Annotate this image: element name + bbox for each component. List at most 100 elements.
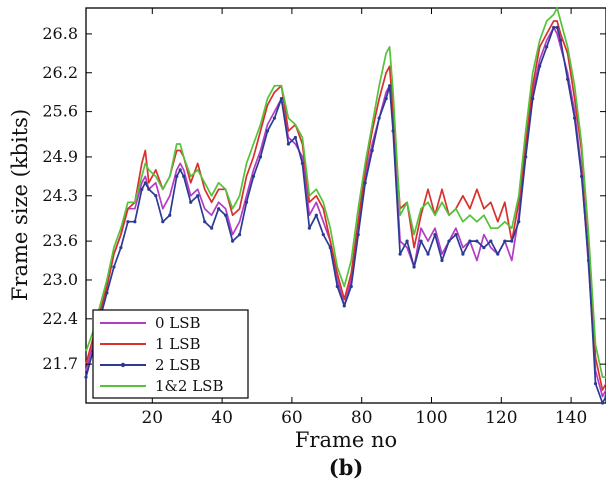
series-point-2-lsb — [217, 207, 221, 211]
series-point-2-lsb — [244, 200, 249, 204]
series-point-2-lsb — [510, 239, 514, 243]
series-point-2-lsb — [559, 38, 563, 42]
series-point-2-lsb — [461, 252, 465, 256]
series-point-2-lsb — [398, 252, 402, 256]
series-point-2-lsb — [426, 252, 430, 256]
series-point-2-lsb — [349, 284, 353, 289]
series-point-2-lsb — [440, 258, 444, 263]
series-point-2-lsb — [112, 265, 116, 269]
series-point-2-lsb — [503, 239, 507, 243]
series-point-2-lsb — [147, 187, 151, 191]
series-point-2-lsb — [363, 181, 367, 185]
series-point-2-lsb — [230, 239, 235, 243]
series-point-2-lsb — [538, 64, 542, 68]
series-point-2-lsb — [168, 213, 172, 217]
series-point-2-lsb — [258, 155, 263, 159]
series-point-2-lsb — [286, 142, 291, 146]
x-tick-label: 120 — [485, 408, 517, 428]
series-point-2-lsb — [566, 77, 570, 81]
series-point-2-lsb — [593, 381, 598, 386]
series-point-2-lsb — [412, 265, 416, 269]
series-point-2-lsb — [475, 239, 479, 243]
series-point-2-lsb — [210, 226, 214, 230]
series-layer — [84, 7, 606, 405]
y-tick-label: 25.6 — [42, 102, 78, 121]
series-point-2-lsb — [175, 174, 179, 178]
series-point-2-lsb — [251, 174, 256, 178]
legend-label: 1 LSB — [155, 335, 201, 353]
y-tick-label: 22.4 — [42, 309, 78, 328]
y-tick-label: 23.0 — [42, 270, 78, 289]
series-point-2-lsb — [328, 245, 332, 250]
series-point-2-lsb — [182, 174, 186, 178]
series-point-2-lsb — [307, 226, 311, 230]
axis-ticks: 20 40 60 80 100 120 140 21.7 22.4 23.0 23.6 24.3 24.… — [42, 8, 606, 428]
series-point-2-lsb — [314, 213, 318, 217]
plot-frame — [85, 7, 606, 404]
series-point-2-lsb — [496, 252, 500, 256]
series-point-2-lsb — [196, 194, 200, 198]
series-point-2-lsb — [335, 284, 339, 289]
y-tick-label: 23.6 — [42, 231, 78, 250]
series-point-2-lsb — [600, 401, 605, 405]
y-tick-label: 24.3 — [42, 186, 78, 205]
series-point-2-lsb — [321, 233, 325, 237]
legend-marker — [120, 362, 126, 368]
series-point-2-lsb — [388, 84, 392, 88]
series-point-2-lsb — [531, 97, 535, 101]
series-point-2-lsb — [126, 220, 130, 224]
x-axis-label: Frame no — [295, 428, 397, 452]
x-tick-label: 40 — [211, 408, 233, 428]
series-point-2-lsb — [133, 220, 137, 224]
series-point-2-lsb — [555, 25, 559, 30]
legend-label: 0 LSB — [155, 314, 201, 332]
series-point-2-lsb — [300, 161, 304, 166]
series-point-2-lsb — [384, 97, 388, 101]
y-axis-label: Frame size (kbits) — [8, 109, 32, 301]
series-point-2-lsb — [279, 97, 284, 101]
series-line-2-lsb — [85, 26, 606, 404]
series-point-2-lsb — [579, 174, 584, 178]
series-point-2-lsb — [105, 291, 109, 295]
legend: 0 LSB 1 LSB 2 LSB 1&2 LSB — [92, 309, 249, 399]
series-point-2-lsb — [391, 129, 395, 133]
series-point-2-lsb — [178, 168, 182, 172]
panel-label: (b) — [329, 455, 364, 480]
x-tick-label: 140 — [555, 408, 587, 428]
x-tick-label: 60 — [281, 408, 303, 428]
x-tick-label: 100 — [415, 408, 447, 428]
series-point-2-lsb — [189, 200, 193, 204]
series-point-2-lsb — [524, 155, 528, 159]
series-point-2-lsb — [572, 116, 577, 120]
series-point-2-lsb — [468, 239, 472, 243]
series-point-2-lsb — [161, 220, 165, 224]
x-tick-label: 80 — [351, 408, 373, 428]
series-point-2-lsb — [143, 181, 147, 185]
series-point-2-lsb — [237, 233, 242, 237]
legend-label: 2 LSB — [155, 356, 201, 374]
x-tick-label: 20 — [141, 408, 163, 428]
series-point-2-lsb — [419, 239, 423, 243]
legend-box — [92, 309, 249, 399]
series-point-2-lsb — [356, 233, 360, 237]
series-point-2-lsb — [370, 148, 374, 153]
series-point-2-lsb — [84, 375, 88, 379]
series-point-2-lsb — [119, 245, 123, 250]
series-point-2-lsb — [447, 239, 451, 243]
series-point-2-lsb — [405, 239, 409, 243]
y-tick-label: 21.7 — [42, 354, 78, 373]
series-point-2-lsb — [433, 233, 437, 237]
legend-label: 1&2 LSB — [155, 377, 223, 395]
series-point-2-lsb — [265, 129, 270, 133]
series-point-2-lsb — [482, 245, 486, 250]
series-point-2-lsb — [223, 213, 228, 217]
y-tick-label: 26.2 — [42, 63, 78, 82]
series-point-2-lsb — [377, 116, 381, 120]
y-tick-label: 26.8 — [42, 24, 78, 43]
series-point-2-lsb — [454, 233, 458, 237]
series-line-1and2-lsb — [85, 7, 606, 378]
series-point-2-lsb — [489, 239, 493, 243]
series-point-2-lsb — [517, 220, 521, 224]
